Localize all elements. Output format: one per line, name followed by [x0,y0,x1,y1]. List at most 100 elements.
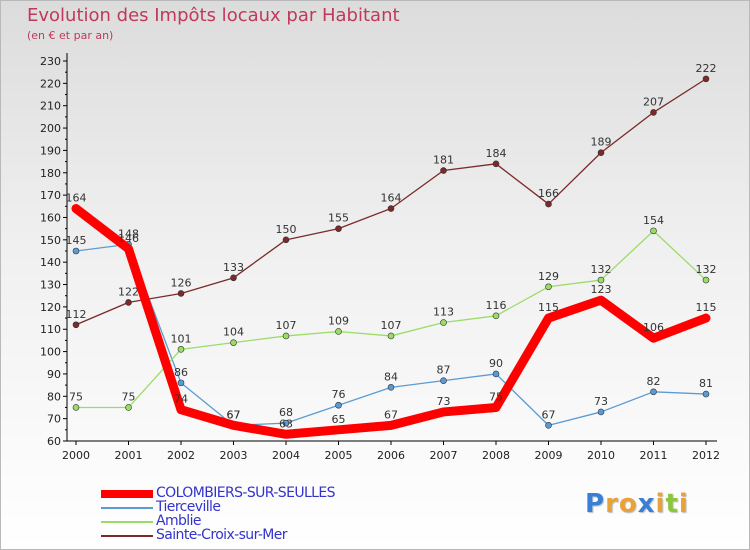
data-point-colombiers-sur-seulles [598,297,604,304]
y-tick-label: 200 [40,122,61,135]
data-label-amblie: 109 [328,314,349,327]
data-label-amblie: 75 [122,390,136,403]
data-label-amblie: 104 [223,326,244,339]
data-point-tierceville [282,419,290,427]
data-point-amblie [230,339,237,346]
data-point-colombiers-sur-seulles [230,422,237,429]
x-tick-label: 2005 [325,449,353,462]
data-label-tierceville: 67 [227,408,241,421]
y-tick-label: 120 [40,301,61,314]
x-tick-label: 2010 [587,449,615,462]
data-label-colombiers-sur-seulles: 75 [489,390,503,403]
data-label-sainte-croix-sur-mer: 112 [66,308,87,321]
data-label-sainte-croix-sur-mer: 207 [643,95,664,108]
data-label-tierceville: 86 [174,366,188,379]
data-point-amblie [492,312,500,320]
data-label-amblie: 107 [276,319,297,332]
legend-label: COLOMBIERS-SUR-SEULLES [156,485,336,501]
data-label-tierceville: 87 [437,364,451,377]
data-label-colombiers-sur-seulles: 73 [437,395,451,408]
legend-swatch [101,521,153,523]
data-point-amblie [72,404,80,411]
legend-label: Tierceville [156,499,221,515]
legend-label: Sainte-Croix-sur-Mer [156,527,288,543]
y-tick-label: 130 [40,279,61,292]
legend-swatch [101,507,153,509]
x-tick-label: 2007 [430,449,458,462]
data-label-sainte-croix-sur-mer: 150 [276,223,297,236]
legend-label: Amblie [156,513,202,529]
legend-swatch [101,535,153,537]
data-label-colombiers-sur-seulles: 123 [591,283,612,296]
data-label-amblie: 154 [643,214,664,227]
data-label-sainte-croix-sur-mer: 122 [118,285,139,298]
data-point-sainte-croix-sur-mer [387,205,395,212]
y-tick-label: 80 [47,390,61,403]
data-point-amblie [702,276,710,284]
data-label-amblie: 129 [538,270,559,283]
data-point-sainte-croix-sur-mer [650,109,657,116]
data-label-tierceville: 84 [384,370,398,383]
data-point-colombiers-sur-seulles [335,426,342,433]
y-tick-label: 160 [40,211,61,224]
data-label-colombiers-sur-seulles: 74 [174,393,188,406]
data-point-amblie [387,332,395,340]
y-tick-label: 190 [40,144,61,157]
y-tick-label: 90 [47,368,61,381]
data-point-amblie [597,276,605,284]
data-label-amblie: 113 [433,306,454,319]
data-label-sainte-croix-sur-mer: 133 [223,261,244,274]
data-label-tierceville: 81 [699,377,713,390]
data-point-colombiers-sur-seulles [703,315,709,322]
data-point-colombiers-sur-seulles [493,404,499,411]
data-point-colombiers-sur-seulles [178,406,184,413]
data-point-colombiers-sur-seulles [125,245,132,252]
data-point-tierceville [702,390,710,398]
data-label-sainte-croix-sur-mer: 126 [171,276,192,289]
x-tick-label: 2012 [692,449,720,462]
data-point-amblie [282,332,290,340]
data-point-tierceville [335,401,342,409]
data-label-sainte-croix-sur-mer: 155 [328,212,349,225]
data-label-amblie: 116 [486,299,507,312]
x-tick-label: 2003 [220,449,248,462]
data-label-sainte-croix-sur-mer: 222 [696,62,717,75]
y-tick-label: 60 [47,435,61,448]
y-tick-label: 220 [40,77,61,90]
data-point-colombiers-sur-seulles [388,422,394,429]
data-point-tierceville [177,379,185,387]
data-label-tierceville: 148 [118,227,139,240]
data-point-sainte-croix-sur-mer [702,75,710,83]
data-point-sainte-croix-sur-mer [440,167,447,174]
data-point-sainte-croix-sur-mer [282,236,290,244]
data-point-tierceville [72,247,80,255]
data-label-colombiers-sur-seulles: 63 [279,417,293,430]
data-label-tierceville: 68 [279,406,293,419]
data-point-colombiers-sur-seulles [650,335,657,342]
y-tick-label: 230 [40,55,61,68]
data-label-tierceville: 145 [66,234,87,247]
data-label-colombiers-sur-seulles: 65 [332,413,346,426]
data-label-amblie: 107 [381,319,402,332]
data-point-colombiers-sur-seulles [73,205,79,212]
data-label-colombiers-sur-seulles: 115 [696,301,717,314]
data-label-sainte-croix-sur-mer: 181 [433,154,454,167]
data-label-colombiers-sur-seulles: 106 [643,321,664,334]
data-point-amblie [177,346,185,353]
data-point-amblie [125,404,132,411]
data-point-tierceville [440,377,447,384]
y-tick-label: 180 [40,167,61,180]
data-label-amblie: 132 [696,263,717,276]
data-label-sainte-croix-sur-mer: 166 [538,187,559,200]
x-tick-label: 2000 [62,449,90,462]
data-point-amblie [650,227,657,235]
data-point-sainte-croix-sur-mer [335,225,342,232]
x-tick-label: 2006 [377,449,405,462]
data-point-tierceville [650,388,657,396]
data-label-tierceville: 67 [542,408,556,421]
x-tick-label: 2009 [535,449,563,462]
data-label-sainte-croix-sur-mer: 189 [591,136,612,149]
data-point-sainte-croix-sur-mer [597,149,605,156]
